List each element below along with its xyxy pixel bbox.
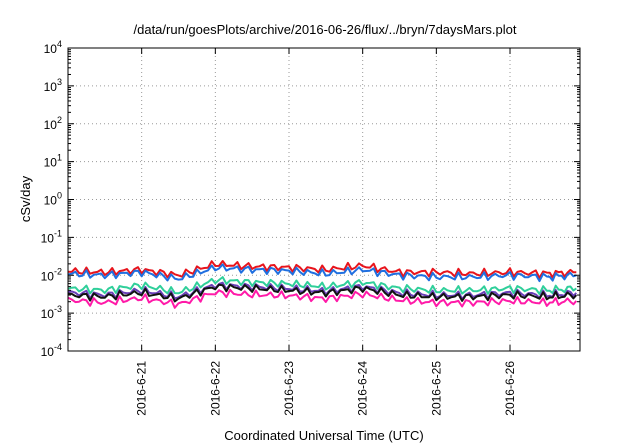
x-tick-label: 2016-6-24 xyxy=(356,361,370,416)
series-group xyxy=(67,260,578,309)
axis-ticks: 10-4 10-3 10-2 10-1 100 101 102 103 104 2016-6-21… xyxy=(41,39,580,416)
y-tick-label: 10-4 xyxy=(41,342,62,359)
y-tick-label: 103 xyxy=(44,77,62,94)
y-tick-label: 101 xyxy=(44,153,62,170)
y-tick-label: 100 xyxy=(44,191,62,208)
chart-title: /data/run/goesPlots/archive/2016-06-26/f… xyxy=(134,22,517,37)
series-line xyxy=(67,281,578,300)
x-tick-label: 2016-6-22 xyxy=(208,361,222,416)
series-line xyxy=(67,263,577,283)
y-tick-label: 10-2 xyxy=(41,266,62,283)
x-axis-label: Coordinated Universal Time (UTC) xyxy=(224,428,423,443)
series-line xyxy=(67,283,578,303)
x-tick-label: 2016-6-26 xyxy=(503,361,517,416)
y-tick-label: 10-1 xyxy=(41,228,62,245)
y-axis-label: cSv/day xyxy=(18,175,33,222)
series-line xyxy=(67,276,577,295)
y-tick-label: 104 xyxy=(44,39,62,56)
series-line xyxy=(67,260,577,279)
y-tick-label: 10-3 xyxy=(41,304,62,321)
x-tick-label: 2016-6-25 xyxy=(429,361,443,416)
y-tick-label: 102 xyxy=(44,115,62,132)
x-tick-label: 2016-6-23 xyxy=(282,361,296,416)
series-line xyxy=(67,288,578,309)
grid-lines xyxy=(68,48,580,351)
x-tick-label: 2016-6-21 xyxy=(135,361,149,416)
